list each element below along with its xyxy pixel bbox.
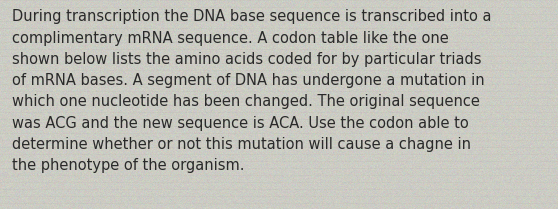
Text: During transcription the DNA base sequence is transcribed into a
complimentary m: During transcription the DNA base sequen…: [12, 9, 492, 173]
